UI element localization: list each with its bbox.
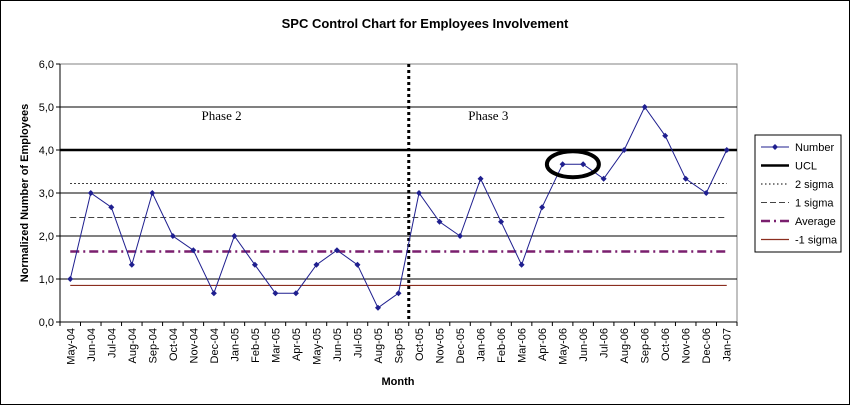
x-tick-label: Jun-05	[332, 328, 344, 362]
data-point	[436, 218, 443, 225]
x-tick-label: Sep-05	[394, 328, 406, 363]
legend-label: Average	[795, 216, 836, 228]
x-tick-label: Feb-05	[250, 328, 262, 363]
data-point	[600, 175, 607, 182]
y-tick-label: 3,0	[39, 188, 54, 200]
x-tick-label: Oct-04	[168, 328, 180, 361]
data-point	[67, 276, 74, 282]
data-point	[190, 247, 197, 254]
x-tick-label: Mar-05	[270, 328, 282, 363]
x-tick-label: Apr-06	[537, 328, 549, 361]
x-tick-label: Dec-05	[455, 328, 467, 363]
data-point	[395, 290, 402, 297]
legend-label: UCL	[795, 161, 817, 173]
data-point	[703, 190, 710, 196]
data-point	[416, 190, 423, 196]
legend-box	[754, 134, 842, 253]
data-point	[333, 247, 340, 254]
x-tick-label: Jul-06	[599, 328, 611, 358]
x-tick-label: May-06	[558, 328, 570, 365]
phase-annotation: Phase 3	[468, 108, 508, 123]
x-tick-label: Sep-06	[640, 328, 652, 363]
data-point	[292, 290, 299, 297]
x-tick-label: May-05	[311, 328, 323, 365]
x-tick-label: Aug-04	[127, 328, 139, 363]
data-point	[210, 290, 217, 297]
x-tick-label: Aug-06	[619, 328, 631, 363]
data-point	[149, 190, 156, 196]
data-point	[231, 233, 238, 239]
x-tick-label: Dec-04	[209, 328, 221, 363]
data-point	[354, 261, 361, 268]
x-tick-label: Aug-05	[373, 328, 385, 363]
chart-title: SPC Control Chart for Employees Involvem…	[282, 16, 569, 31]
highlight-ellipse	[544, 149, 601, 180]
data-point	[128, 261, 135, 268]
y-tick-label: 4,0	[39, 145, 54, 157]
x-tick-label: Jun-06	[578, 328, 590, 362]
y-tick-label: 6,0	[39, 59, 54, 71]
x-tick-label: Jul-05	[352, 328, 364, 358]
data-point	[580, 161, 587, 168]
y-axis-title: Normalized Number of Employees	[19, 104, 31, 283]
data-point	[682, 175, 689, 182]
data-point	[108, 204, 115, 211]
data-point	[374, 304, 381, 311]
data-point	[662, 132, 669, 139]
x-tick-label: Oct-05	[414, 328, 426, 361]
x-tick-label: Nov-05	[435, 328, 447, 363]
data-point	[539, 204, 546, 211]
x-tick-label: Nov-06	[681, 328, 693, 363]
x-tick-label: Jul-04	[106, 328, 118, 358]
data-point	[641, 104, 648, 110]
legend-label: Number	[795, 142, 834, 154]
x-tick-label: May-04	[65, 328, 77, 365]
y-tick-label: 2,0	[39, 231, 54, 243]
data-point	[518, 261, 525, 268]
legend-marker	[772, 144, 778, 150]
data-point	[87, 190, 94, 196]
data-point	[621, 147, 628, 153]
legend-label: 1 sigma	[795, 198, 834, 210]
data-point	[477, 175, 484, 182]
x-tick-label: Dec-06	[701, 328, 713, 363]
plot-area: 0,0 1,0 2,0 3,0 4,0 5,0 6,0 May-04 Jun-04 Jul-04 A…	[39, 59, 738, 365]
x-tick-label: Jan-06	[476, 328, 488, 362]
x-tick-label: Jun-04	[86, 328, 98, 362]
x-tick-label: Nov-04	[188, 328, 200, 363]
data-point	[457, 233, 464, 239]
data-point	[313, 261, 320, 268]
x-tick-label: Sep-04	[147, 328, 159, 363]
data-point	[251, 261, 258, 268]
x-tick-label: Feb-06	[496, 328, 508, 363]
data-point	[723, 147, 730, 153]
x-tick-label: Oct-06	[660, 328, 672, 361]
data-point	[559, 161, 566, 168]
data-point	[169, 233, 176, 239]
legend-label: 2 sigma	[795, 179, 834, 191]
x-tick-label: Jan-07	[722, 328, 734, 362]
data-point	[272, 290, 279, 297]
y-tick-label: 5,0	[39, 102, 54, 114]
y-tick-label: 0,0	[39, 317, 54, 329]
x-axis-title: Month	[382, 376, 415, 388]
x-tick-label: Apr-05	[291, 328, 303, 361]
y-tick-label: 1,0	[39, 274, 54, 286]
x-tick-label: Jan-05	[229, 328, 241, 362]
data-point	[498, 218, 505, 225]
phase-annotation: Phase 2	[202, 108, 242, 123]
legend: Number UCL 2 sigma 1 sigma Average -1 sigma	[754, 134, 842, 253]
legend-label: -1 sigma	[795, 235, 838, 247]
x-tick-label: Mar-06	[517, 328, 529, 363]
